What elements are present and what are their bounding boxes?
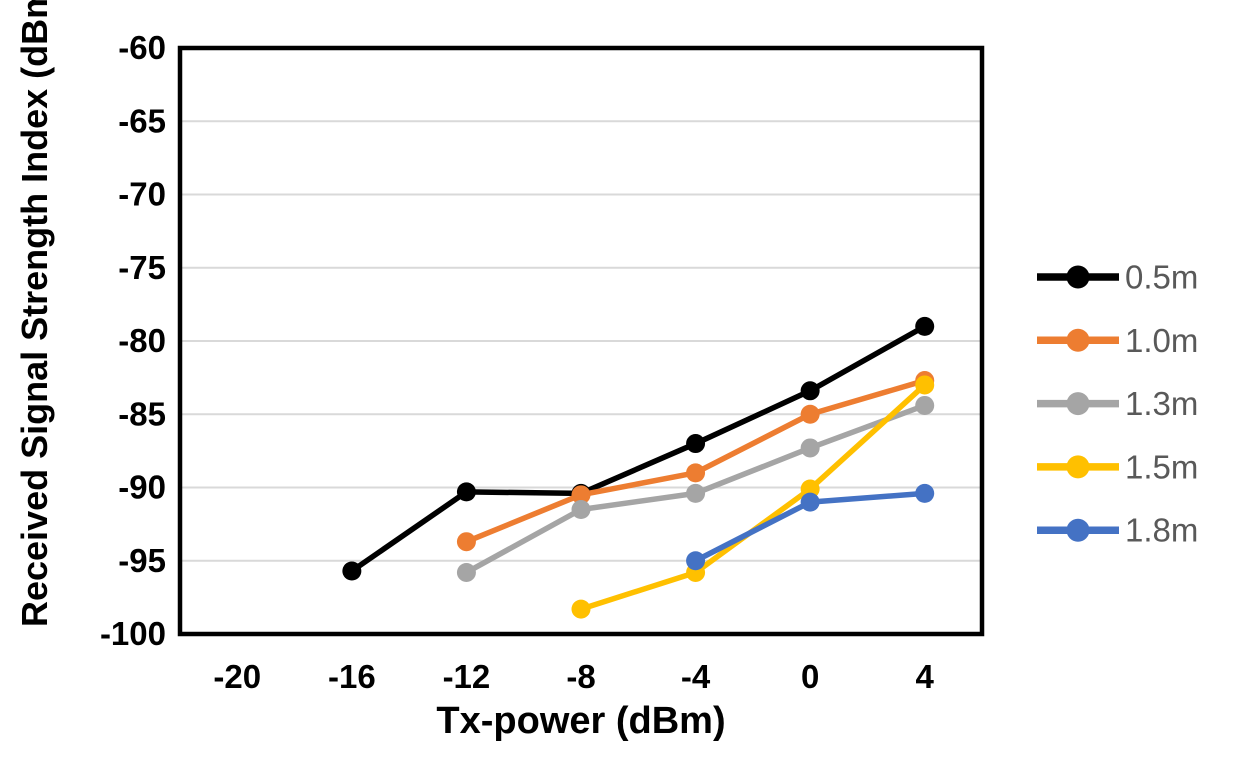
y-tick-label: -100 xyxy=(100,615,166,652)
series-line-1.0m xyxy=(463,377,928,545)
y-tick-label: -95 xyxy=(118,542,166,579)
y-tick-label: -80 xyxy=(118,322,166,359)
marker-1.0m xyxy=(571,485,591,505)
marker-1.3m xyxy=(800,438,820,458)
marker-1.3m xyxy=(571,499,591,519)
marker-1.8m xyxy=(800,492,820,512)
x-tick-label: -4 xyxy=(681,658,711,695)
marker-1.5m xyxy=(571,599,591,619)
x-tick-label: -8 xyxy=(566,658,595,695)
marker-0.5m xyxy=(456,482,476,502)
plot-border xyxy=(177,45,985,637)
x-tick-label: 0 xyxy=(801,658,819,695)
marker-1.0m xyxy=(686,463,706,483)
marker-1.3m xyxy=(456,562,476,582)
marker-1.3m xyxy=(686,483,706,503)
marker-0.5m xyxy=(342,561,362,581)
marker-1.3m xyxy=(915,395,935,415)
x-tick-label: -20 xyxy=(213,658,261,695)
marker-0.5m xyxy=(915,316,935,336)
y-tick-label: -85 xyxy=(118,395,166,432)
legend-swatch-marker-0.5m xyxy=(1066,265,1090,289)
legend-label-0.5m: 0.5m xyxy=(1125,259,1198,296)
y-tick-label: -60 xyxy=(118,29,166,66)
legend-label-1.3m: 1.3m xyxy=(1125,385,1198,422)
legend-swatch-marker-1.0m xyxy=(1066,328,1090,352)
marker-1.8m xyxy=(915,483,935,503)
y-axis-title: Received Signal Strength Index (dBm) xyxy=(14,0,55,627)
marker-1.0m xyxy=(456,532,476,552)
y-tick-label: -75 xyxy=(118,249,166,286)
y-tick-label: -90 xyxy=(118,469,166,506)
x-tick-label: -16 xyxy=(328,658,376,695)
marker-1.5m xyxy=(915,375,935,395)
x-tick-label: -12 xyxy=(443,658,491,695)
marker-1.0m xyxy=(800,404,820,424)
y-tick-label: -65 xyxy=(118,102,166,139)
marker-0.5m xyxy=(800,381,820,401)
legend-swatch-marker-1.8m xyxy=(1066,518,1090,542)
x-tick-label: 4 xyxy=(916,658,935,695)
legend-label-1.8m: 1.8m xyxy=(1125,512,1198,549)
marker-1.8m xyxy=(686,551,706,571)
legend-label-1.0m: 1.0m xyxy=(1125,322,1198,359)
series-line-0.5m xyxy=(349,323,928,574)
x-axis-title: Tx-power (dBm) xyxy=(436,700,726,742)
y-tick-label: -70 xyxy=(118,176,166,213)
legend-label-1.5m: 1.5m xyxy=(1125,448,1198,485)
legend-swatch-marker-1.5m xyxy=(1066,455,1090,479)
marker-1.5m xyxy=(800,479,820,499)
marker-0.5m xyxy=(686,434,706,454)
legend-swatch-marker-1.3m xyxy=(1066,392,1090,416)
